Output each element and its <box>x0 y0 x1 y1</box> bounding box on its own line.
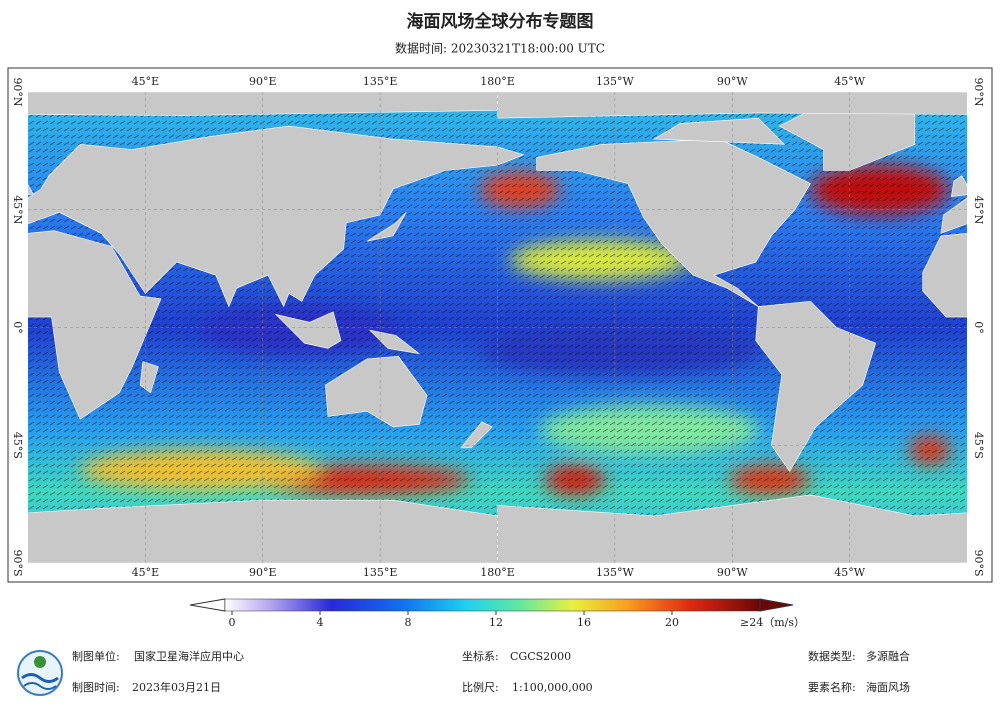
footer-value: CGCS2000 <box>510 650 571 663</box>
title: 海面风场全球分布专题图 <box>407 11 594 32</box>
lat-label: 45°N <box>972 195 985 224</box>
graticule <box>28 92 967 563</box>
landmass <box>368 329 420 354</box>
lat-label: 90°N <box>11 77 24 106</box>
landmass <box>652 117 786 145</box>
landmass <box>497 494 967 563</box>
colorbar-tick-label: 20 <box>665 616 679 629</box>
colorbar-tick-label: 12 <box>489 616 503 629</box>
lon-label: 90°W <box>717 566 748 579</box>
landmass <box>139 361 159 394</box>
lat-label: 90°S <box>11 549 24 576</box>
lat-label: 90°S <box>972 549 985 576</box>
footer-label: 制图时间: <box>72 681 120 694</box>
colorbar-tick-label: 8 <box>405 616 412 629</box>
lat-label: 45°N <box>11 195 24 224</box>
landmass <box>755 301 877 472</box>
lon-label: 90°E <box>249 75 277 88</box>
lat-label: 0° <box>11 321 24 334</box>
axis-labels: 45°E 45°E 90°E 90°E 135°E 135°E 180°E 180°E 135°… <box>11 75 985 579</box>
landmass <box>28 184 34 196</box>
colorbar: 0 4 8 12 16 20 ≥24（m/s） <box>189 598 805 629</box>
colorbar-low-arrow <box>189 598 226 612</box>
footer-label: 坐标系: <box>462 649 499 663</box>
footer-value: 多源融合 <box>866 649 910 663</box>
lon-label: 180°E <box>480 566 515 579</box>
colorbar-tick-label: 0 <box>229 616 236 629</box>
colorbar-bar <box>224 598 761 612</box>
colorbar-max-label: ≥24（m/s） <box>740 616 805 629</box>
colorbar-high-arrow <box>759 598 794 612</box>
footer-value: 海面风场 <box>866 680 910 694</box>
landmass <box>922 232 967 318</box>
footer-value: 2023年03月21日 <box>132 680 221 694</box>
footer-label: 制图单位: <box>72 649 120 663</box>
lon-label: 90°W <box>717 75 748 88</box>
lon-label: 135°E <box>363 566 398 579</box>
footer-label: 数据类型: <box>808 649 856 663</box>
lon-label: 135°W <box>596 566 634 579</box>
lon-label: 135°W <box>596 75 634 88</box>
footer-value: 国家卫星海洋应用中心 <box>134 649 244 663</box>
landmass <box>28 92 498 116</box>
colorbar-tick-label: 16 <box>577 616 591 629</box>
landmass <box>28 230 162 420</box>
lon-label: 45°W <box>834 566 865 579</box>
footer-label: 要素名称: <box>808 680 856 694</box>
landmass <box>366 212 407 242</box>
footer-label: 比例尺: <box>462 680 499 694</box>
lon-label: 135°E <box>363 75 398 88</box>
lon-label: 180°E <box>480 75 515 88</box>
lat-label: 45°S <box>972 432 985 459</box>
map-frame <box>7 67 993 583</box>
lon-label: 45°E <box>132 566 160 579</box>
landmass <box>950 175 967 198</box>
lat-label: 45°S <box>11 432 24 459</box>
landmass <box>28 125 525 308</box>
logo <box>17 650 63 696</box>
landmass <box>325 355 428 428</box>
lon-label: 90°E <box>249 566 277 579</box>
lat-label: 0° <box>972 321 985 334</box>
lon-label: 45°W <box>834 75 865 88</box>
landmass <box>274 311 342 349</box>
lat-label: 90°N <box>972 77 985 106</box>
landmass <box>940 197 967 234</box>
landmass <box>460 421 493 449</box>
colorbar-tick-label: 4 <box>317 616 324 629</box>
map-area <box>28 92 967 563</box>
lon-label: 45°E <box>132 75 160 88</box>
land <box>28 92 967 563</box>
subtitle: 数据时间: 20230321T18:00:00 UTC <box>395 41 605 56</box>
footer-value: 1:100,000,000 <box>512 681 593 694</box>
landmass <box>536 138 811 307</box>
